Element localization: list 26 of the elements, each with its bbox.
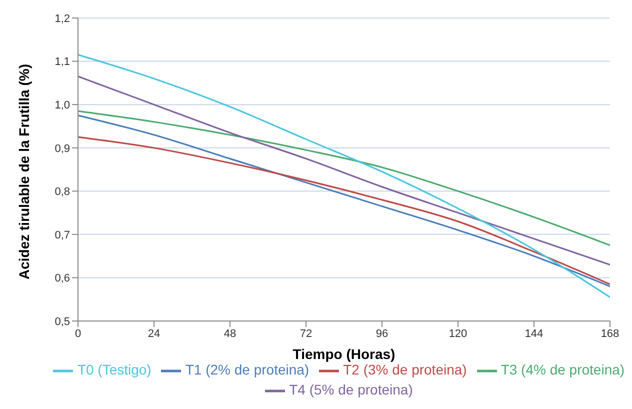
x-tick-label: 96: [376, 328, 388, 340]
y-tick-label: 0,5: [54, 316, 70, 328]
x-tick-label: 24: [148, 328, 160, 340]
x-tick-label: 48: [224, 328, 236, 340]
y-tick-label: 1,0: [54, 99, 70, 112]
x-tick-label: 144: [524, 328, 544, 340]
y-tick-label: 0,9: [54, 142, 70, 155]
y-tick-label: 0,7: [54, 229, 70, 242]
legend-label: T1 (2% de proteina): [185, 362, 310, 378]
legend-label: T3 (4% de proteina): [500, 362, 625, 378]
line-series: [78, 110, 610, 246]
x-tick-label: 0: [74, 328, 82, 340]
legend-label: T4 (5% de proteina): [289, 382, 413, 398]
line-series: [78, 54, 610, 298]
x-tick-label: 120: [448, 328, 468, 340]
y-axis-title: Acidez tirulable de la Frutilla (%): [16, 64, 32, 280]
x-axis-title: Tiempo (Horas): [292, 346, 396, 362]
y-tick-label: 1,1: [54, 56, 70, 68]
legend-label: T2 (3% de proteina): [343, 362, 467, 378]
y-tick-label: 1,2: [54, 12, 70, 25]
legend-label: T0 (Testigo): [77, 362, 152, 378]
line-series: [78, 76, 610, 266]
x-tick-label: 72: [300, 328, 312, 340]
x-tick-label: 168: [600, 328, 620, 340]
y-tick-label: 0,6: [54, 272, 70, 285]
y-tick-label: 0,8: [54, 186, 70, 198]
